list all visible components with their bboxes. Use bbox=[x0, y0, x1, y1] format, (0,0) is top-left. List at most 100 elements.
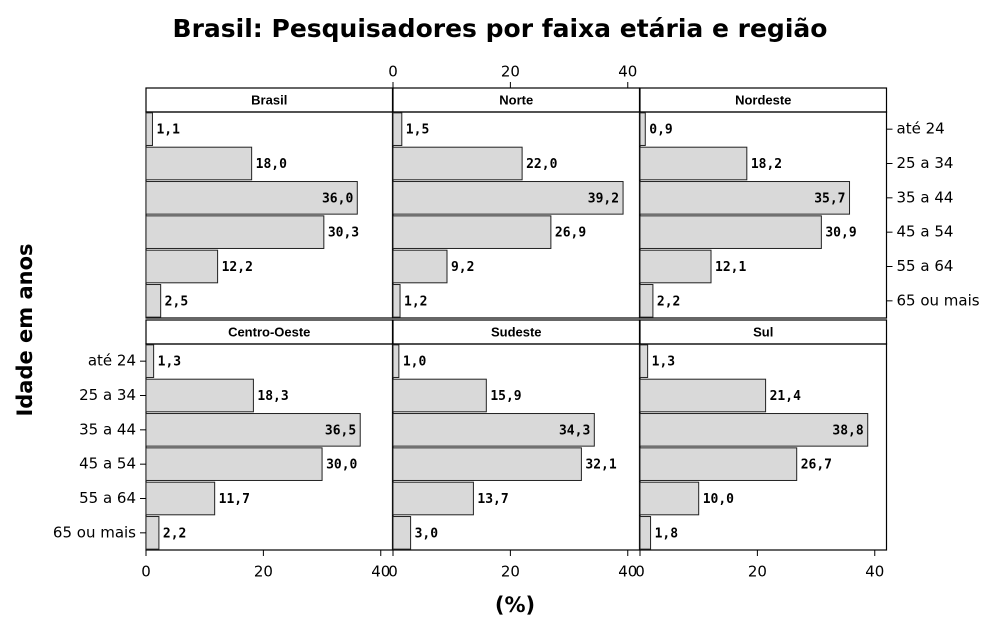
value-label: 9,2 bbox=[451, 260, 474, 275]
value-label: 34,3 bbox=[559, 423, 590, 438]
bar bbox=[145, 344, 155, 378]
value-label: 2,5 bbox=[165, 294, 188, 309]
panel-title: Norte bbox=[499, 92, 533, 107]
bar bbox=[392, 249, 448, 284]
value-label: 1,0 bbox=[403, 355, 427, 370]
bar bbox=[392, 413, 595, 447]
bar bbox=[145, 181, 358, 215]
value-label: 36,5 bbox=[325, 423, 356, 438]
bar bbox=[639, 112, 646, 146]
bar bbox=[145, 284, 162, 318]
value-label: 22,0 bbox=[526, 157, 557, 172]
value-label: 32,1 bbox=[585, 458, 616, 473]
bar bbox=[392, 215, 552, 249]
panel-title: Centro-Oeste bbox=[228, 324, 310, 339]
y-tick-label: 35 a 44 bbox=[897, 188, 954, 206]
value-label: 35,7 bbox=[814, 191, 845, 206]
panel-frame bbox=[145, 111, 394, 319]
bar bbox=[392, 344, 400, 378]
value-label: 26,7 bbox=[801, 458, 832, 473]
x-tick-label: 40 bbox=[371, 563, 390, 581]
value-label: 38,8 bbox=[832, 423, 863, 438]
x-axis-label: (%) bbox=[495, 593, 535, 617]
bar bbox=[392, 284, 401, 318]
bar bbox=[145, 249, 219, 284]
value-label: 1,8 bbox=[655, 526, 679, 541]
bar bbox=[639, 344, 649, 378]
bar bbox=[392, 516, 412, 550]
panel-header bbox=[145, 319, 394, 345]
x-tick-label: 40 bbox=[865, 563, 884, 581]
x-tick-label: 0 bbox=[635, 563, 645, 581]
y-tick-label: 35 a 44 bbox=[79, 420, 136, 438]
value-label: 10,0 bbox=[703, 492, 734, 507]
bar bbox=[639, 215, 822, 249]
value-label: 30,3 bbox=[328, 226, 359, 241]
y-tick-label: até 24 bbox=[897, 120, 945, 138]
value-label: 12,1 bbox=[715, 260, 746, 275]
y-tick-label: 45 a 54 bbox=[79, 455, 136, 473]
bar bbox=[392, 447, 582, 481]
bar bbox=[145, 215, 325, 249]
bar bbox=[639, 181, 851, 215]
y-tick-label: 55 a 64 bbox=[79, 489, 136, 507]
y-tick-label: 55 a 64 bbox=[897, 257, 954, 275]
panel-title: Nordeste bbox=[735, 92, 791, 107]
x-tick-label: 40 bbox=[618, 563, 637, 581]
bar bbox=[145, 146, 253, 181]
y-tick-label: até 24 bbox=[88, 352, 136, 370]
bar bbox=[639, 481, 700, 516]
value-label: 1,5 bbox=[406, 123, 429, 138]
value-label: 18,2 bbox=[751, 157, 782, 172]
bar bbox=[639, 447, 798, 481]
y-axis-label: Idade em anos bbox=[13, 243, 37, 416]
x-tick-label: 20 bbox=[501, 563, 520, 581]
y-tick-label: 65 ou mais bbox=[897, 291, 980, 309]
panel-header bbox=[145, 87, 394, 113]
bar bbox=[639, 413, 869, 447]
bar bbox=[639, 249, 712, 284]
value-label: 1,2 bbox=[404, 294, 427, 309]
panel-frame bbox=[639, 343, 888, 551]
value-label: 26,9 bbox=[555, 226, 586, 241]
x-tick-label: 20 bbox=[748, 563, 767, 581]
bar bbox=[145, 447, 323, 481]
bar bbox=[392, 481, 474, 516]
value-label: 1,1 bbox=[156, 123, 180, 138]
bar bbox=[392, 378, 487, 413]
value-label: 36,0 bbox=[322, 191, 353, 206]
bar bbox=[145, 112, 153, 146]
bar bbox=[145, 481, 216, 516]
value-label: 1,3 bbox=[158, 355, 181, 370]
panel-title: Sul bbox=[753, 324, 773, 339]
value-label: 18,0 bbox=[256, 157, 287, 172]
y-tick-label: 65 ou mais bbox=[53, 523, 136, 541]
value-label: 39,2 bbox=[588, 191, 619, 206]
bar bbox=[639, 378, 767, 413]
value-label: 18,3 bbox=[257, 389, 288, 404]
value-label: 15,9 bbox=[490, 389, 521, 404]
x-tick-label: 20 bbox=[254, 563, 273, 581]
value-label: 3,0 bbox=[415, 526, 439, 541]
bar bbox=[639, 284, 654, 318]
x-tick-label: 40 bbox=[618, 63, 637, 81]
bar bbox=[639, 146, 748, 181]
panel-frame bbox=[145, 343, 394, 551]
y-tick-label: 25 a 34 bbox=[79, 386, 136, 404]
value-label: 13,7 bbox=[477, 492, 508, 507]
bar bbox=[639, 516, 652, 550]
bar bbox=[392, 112, 403, 146]
bar bbox=[145, 413, 361, 447]
value-label: 2,2 bbox=[163, 526, 186, 541]
bar bbox=[392, 181, 624, 215]
value-label: 30,9 bbox=[825, 226, 856, 241]
panel-header bbox=[639, 319, 888, 345]
panel-frame bbox=[639, 111, 888, 319]
bar bbox=[145, 378, 254, 413]
panel-frame bbox=[392, 111, 641, 319]
value-label: 12,2 bbox=[222, 260, 253, 275]
value-label: 21,4 bbox=[770, 389, 801, 404]
x-tick-label: 0 bbox=[388, 63, 398, 81]
x-tick-label: 0 bbox=[141, 563, 151, 581]
